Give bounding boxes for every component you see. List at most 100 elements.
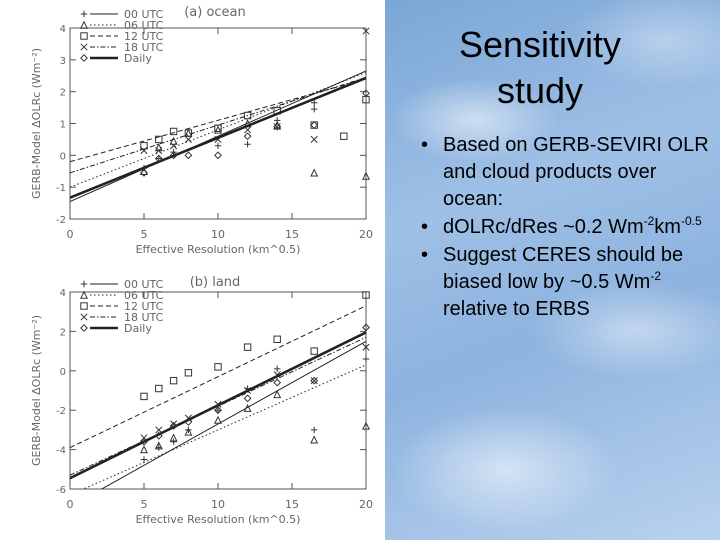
legend-label: Daily: [124, 322, 152, 335]
bullet-superscript: -0.5: [680, 214, 702, 228]
data-point: [154, 441, 163, 450]
bullet-item: • dOLRc/dRes ~0.2 Wm-2km-0.5: [418, 214, 710, 241]
data-point: [310, 347, 318, 355]
data-point: [184, 135, 192, 143]
fit-line: [70, 72, 366, 188]
data-point: [169, 127, 178, 136]
legend-label: 12 UTC: [124, 30, 164, 43]
data-point: [184, 418, 193, 426]
data-point: [170, 142, 178, 150]
data-point: [154, 143, 163, 152]
series-group: [70, 70, 366, 202]
data-point: [213, 415, 223, 424]
data-point: [361, 171, 371, 180]
bullet-text: relative to ERBS: [443, 298, 590, 320]
fit-line: [100, 340, 366, 489]
data-point: [184, 129, 193, 137]
data-point: [274, 365, 281, 373]
data-point: [214, 142, 222, 149]
data-point: [362, 89, 370, 98]
series-group: [70, 336, 366, 476]
series-group: [100, 340, 366, 489]
fit-line: [70, 331, 366, 480]
chart-title: (a) ocean: [184, 5, 246, 20]
x-tick-label: 20: [359, 498, 373, 511]
bullet-text: km: [654, 216, 681, 238]
data-point: [311, 99, 318, 107]
data-point: [154, 154, 163, 163]
x-tick-label: 5: [141, 228, 148, 241]
legend-marker: [80, 54, 88, 62]
bullet-text: Suggest CERES should be biased low by ~0…: [443, 244, 684, 293]
data-point: [310, 376, 319, 385]
y-tick-label: 3: [60, 56, 66, 67]
data-point: [214, 406, 222, 415]
data-point: [362, 27, 370, 35]
bullet-dot-icon: •: [421, 134, 429, 156]
slide-title: Sensitivity study: [458, 24, 622, 111]
data-point: [273, 390, 282, 399]
y-axis-label: GERB-Model ΔOLRc (Wm⁻²): [30, 315, 43, 466]
data-point: [214, 124, 222, 132]
data-point: [169, 376, 178, 385]
bullet-list: • Based on GERB-SEVIRI OLR and cloud prod…: [418, 132, 710, 324]
fit-line: [70, 78, 366, 163]
legend-marker: [80, 313, 88, 321]
fit-line: [70, 76, 366, 174]
data-point: [243, 111, 252, 120]
legend-marker: [80, 43, 88, 51]
data-point: [169, 151, 178, 160]
fit-line: [70, 336, 366, 476]
data-point: [184, 128, 193, 137]
data-point: [214, 363, 222, 371]
data-point: [361, 421, 371, 430]
y-tick-label: -6: [56, 485, 66, 496]
data-point: [170, 438, 177, 445]
data-point: [311, 105, 318, 113]
bullet-dot-icon: •: [421, 244, 429, 266]
land-chart-svg: 0 5 10 15 20 -6 -4 -2 0 2 4 (b) land Effective Resol…: [30, 275, 373, 526]
x-tick-label: 5: [141, 498, 148, 511]
data-point: [155, 384, 163, 393]
slide-background-sky: [385, 0, 720, 540]
data-point: [139, 445, 149, 454]
legend-marker: [80, 324, 88, 332]
data-point: [362, 355, 370, 363]
data-point: [310, 168, 319, 177]
data-point: [340, 132, 348, 140]
x-tick-label: 0: [67, 498, 74, 511]
y-tick-label: -1: [56, 183, 66, 194]
x-tick-label: 20: [359, 228, 373, 241]
y-tick-label: 0: [60, 367, 66, 378]
series-group: [70, 305, 366, 449]
x-axis-label: Effective Resolution (km^0.5): [136, 513, 301, 526]
data-point: [155, 135, 163, 144]
legend-label: 06 UTC: [124, 19, 164, 32]
y-tick-label: 0: [60, 151, 66, 162]
x-tick-label: 0: [67, 228, 74, 241]
data-point: [273, 378, 282, 387]
bullet-dot-icon: •: [421, 216, 429, 238]
x-axis-label: Effective Resolution (km^0.5): [136, 243, 301, 256]
legend-label: 18 UTC: [124, 311, 164, 324]
data-point: [311, 426, 318, 434]
series-group: [70, 72, 366, 188]
data-point: [169, 422, 178, 430]
data-point: [273, 335, 281, 343]
legend-label: Daily: [124, 52, 152, 65]
x-tick-label: 15: [285, 498, 299, 511]
y-tick-label: 2: [60, 88, 66, 99]
legend-marker: [80, 302, 88, 310]
bullet-item: • Suggest CERES should be biased low by ~…: [418, 242, 710, 323]
y-tick-label: 1: [60, 120, 66, 131]
bullet-item: • Based on GERB-SEVIRI OLR and cloud prod…: [418, 132, 710, 213]
x-tick-label: 10: [211, 228, 225, 241]
x-tick-label: 10: [211, 498, 225, 511]
data-point: [140, 456, 148, 463]
plot-frame: [69, 27, 367, 220]
bullet-superscript: -2: [650, 269, 661, 283]
fit-line: [82, 364, 366, 489]
data-point: [362, 323, 370, 332]
data-point: [310, 121, 319, 129]
data-point: [154, 431, 163, 440]
